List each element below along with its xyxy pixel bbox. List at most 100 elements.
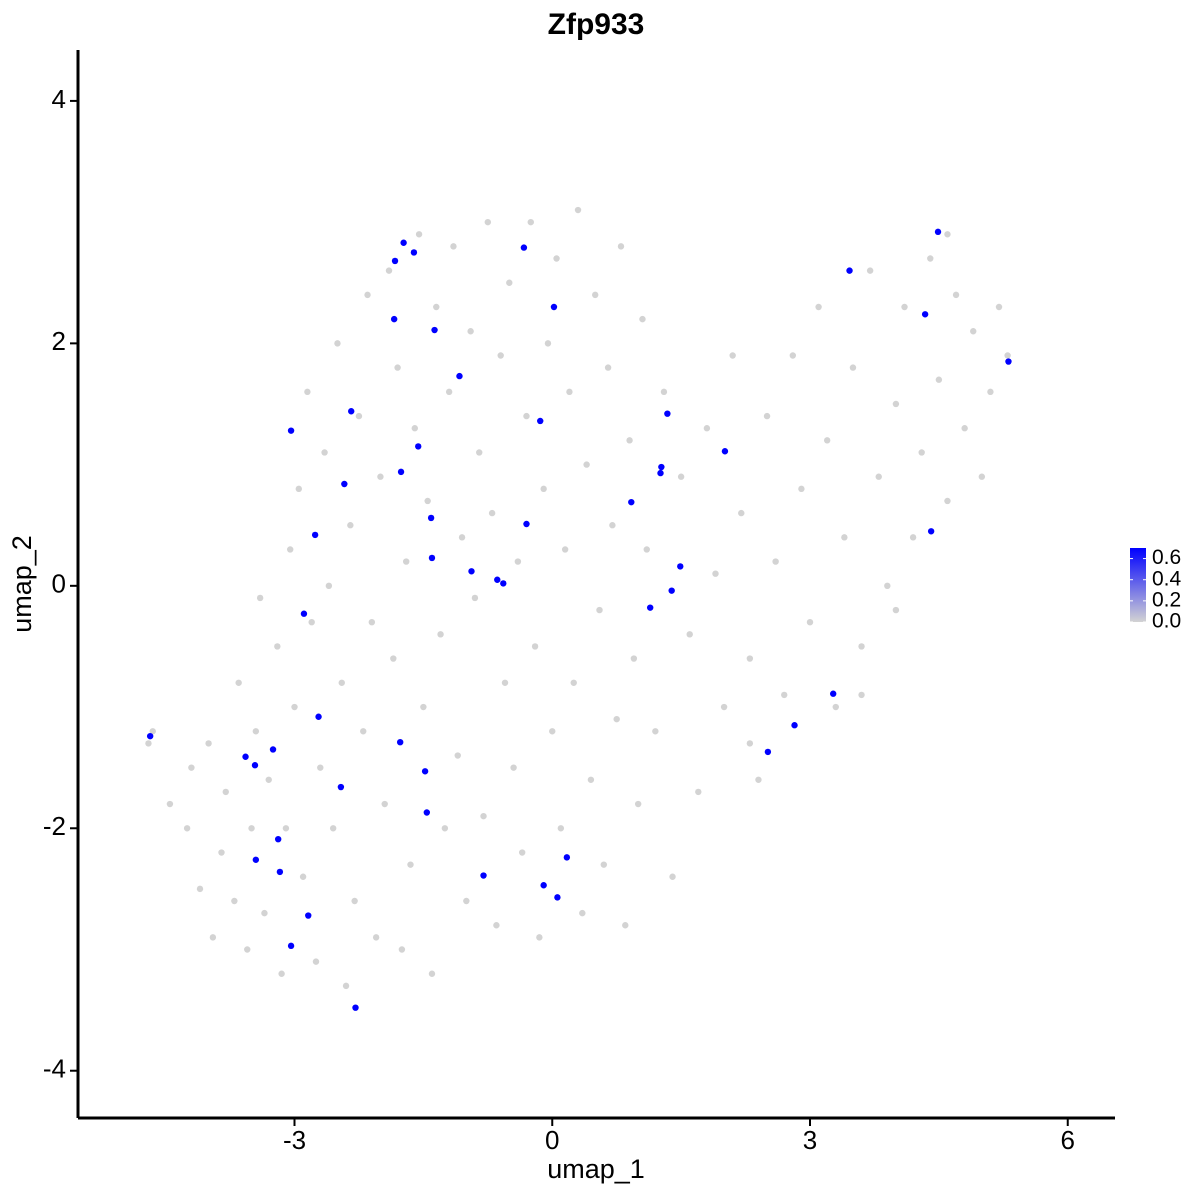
point — [300, 610, 308, 617]
point — [537, 417, 544, 425]
point — [669, 873, 676, 880]
point — [278, 970, 285, 977]
point — [875, 473, 882, 480]
point — [348, 408, 355, 415]
point — [252, 728, 260, 735]
point — [396, 738, 404, 746]
point — [518, 849, 526, 856]
point — [729, 352, 736, 359]
point — [420, 703, 427, 711]
point — [596, 606, 603, 614]
point — [397, 468, 405, 476]
point — [402, 558, 410, 565]
point — [921, 311, 929, 318]
point — [467, 328, 474, 335]
point — [428, 970, 436, 977]
y-tick-label: -4 — [43, 1054, 66, 1084]
point — [892, 400, 900, 408]
x-tick-label: 6 — [1061, 1125, 1075, 1155]
point — [540, 882, 547, 889]
point — [952, 291, 960, 299]
point — [970, 328, 977, 335]
point — [256, 594, 264, 602]
point — [961, 425, 968, 432]
point — [772, 558, 779, 565]
point — [660, 388, 668, 396]
point — [411, 425, 418, 432]
point — [934, 228, 942, 236]
point — [497, 352, 504, 359]
point — [540, 485, 547, 493]
point — [311, 531, 319, 539]
point — [400, 239, 407, 246]
point — [441, 825, 449, 832]
point — [385, 267, 393, 274]
point — [798, 485, 805, 493]
point — [531, 643, 539, 650]
point — [832, 703, 839, 711]
point — [892, 606, 900, 614]
point — [454, 752, 461, 759]
point — [643, 546, 650, 553]
point — [347, 522, 354, 529]
point — [841, 534, 848, 541]
colorbar-tick-label: 0.0 — [1152, 610, 1181, 633]
point — [561, 546, 569, 553]
point — [312, 958, 320, 965]
point — [424, 497, 431, 505]
point — [918, 449, 925, 456]
point — [677, 473, 685, 480]
point — [755, 776, 762, 783]
point — [321, 449, 328, 456]
point — [523, 520, 530, 528]
point — [377, 473, 384, 480]
point — [480, 812, 487, 820]
point — [410, 249, 418, 256]
point — [600, 861, 608, 868]
point — [458, 534, 466, 541]
point — [484, 218, 492, 226]
point — [695, 788, 702, 796]
point — [390, 655, 397, 662]
point — [415, 231, 423, 238]
point — [557, 825, 565, 832]
point — [222, 788, 229, 796]
point — [394, 364, 401, 371]
point — [987, 388, 994, 396]
point — [265, 776, 272, 783]
point — [527, 218, 534, 226]
point — [261, 909, 268, 917]
point — [274, 643, 281, 650]
point — [338, 679, 345, 686]
point — [423, 809, 431, 816]
point — [304, 388, 311, 396]
point — [1004, 352, 1011, 359]
colorbar — [1130, 548, 1146, 622]
point — [308, 618, 315, 626]
point — [634, 800, 642, 808]
point — [1005, 358, 1012, 365]
point — [592, 291, 599, 299]
point — [566, 388, 573, 396]
point — [251, 762, 259, 769]
point — [657, 469, 664, 477]
point — [231, 897, 238, 905]
point — [433, 303, 440, 311]
point — [145, 740, 152, 747]
point — [789, 352, 797, 359]
point — [342, 982, 350, 990]
point — [520, 244, 528, 251]
point — [196, 885, 204, 893]
point — [341, 480, 348, 488]
point — [935, 376, 943, 383]
point — [628, 498, 635, 506]
point — [428, 554, 436, 562]
point — [390, 315, 398, 323]
point — [501, 679, 509, 686]
colorbar-tick-label: 0.2 — [1152, 588, 1181, 611]
point — [360, 728, 367, 735]
point — [299, 873, 307, 880]
point — [166, 800, 174, 808]
point — [218, 849, 225, 856]
